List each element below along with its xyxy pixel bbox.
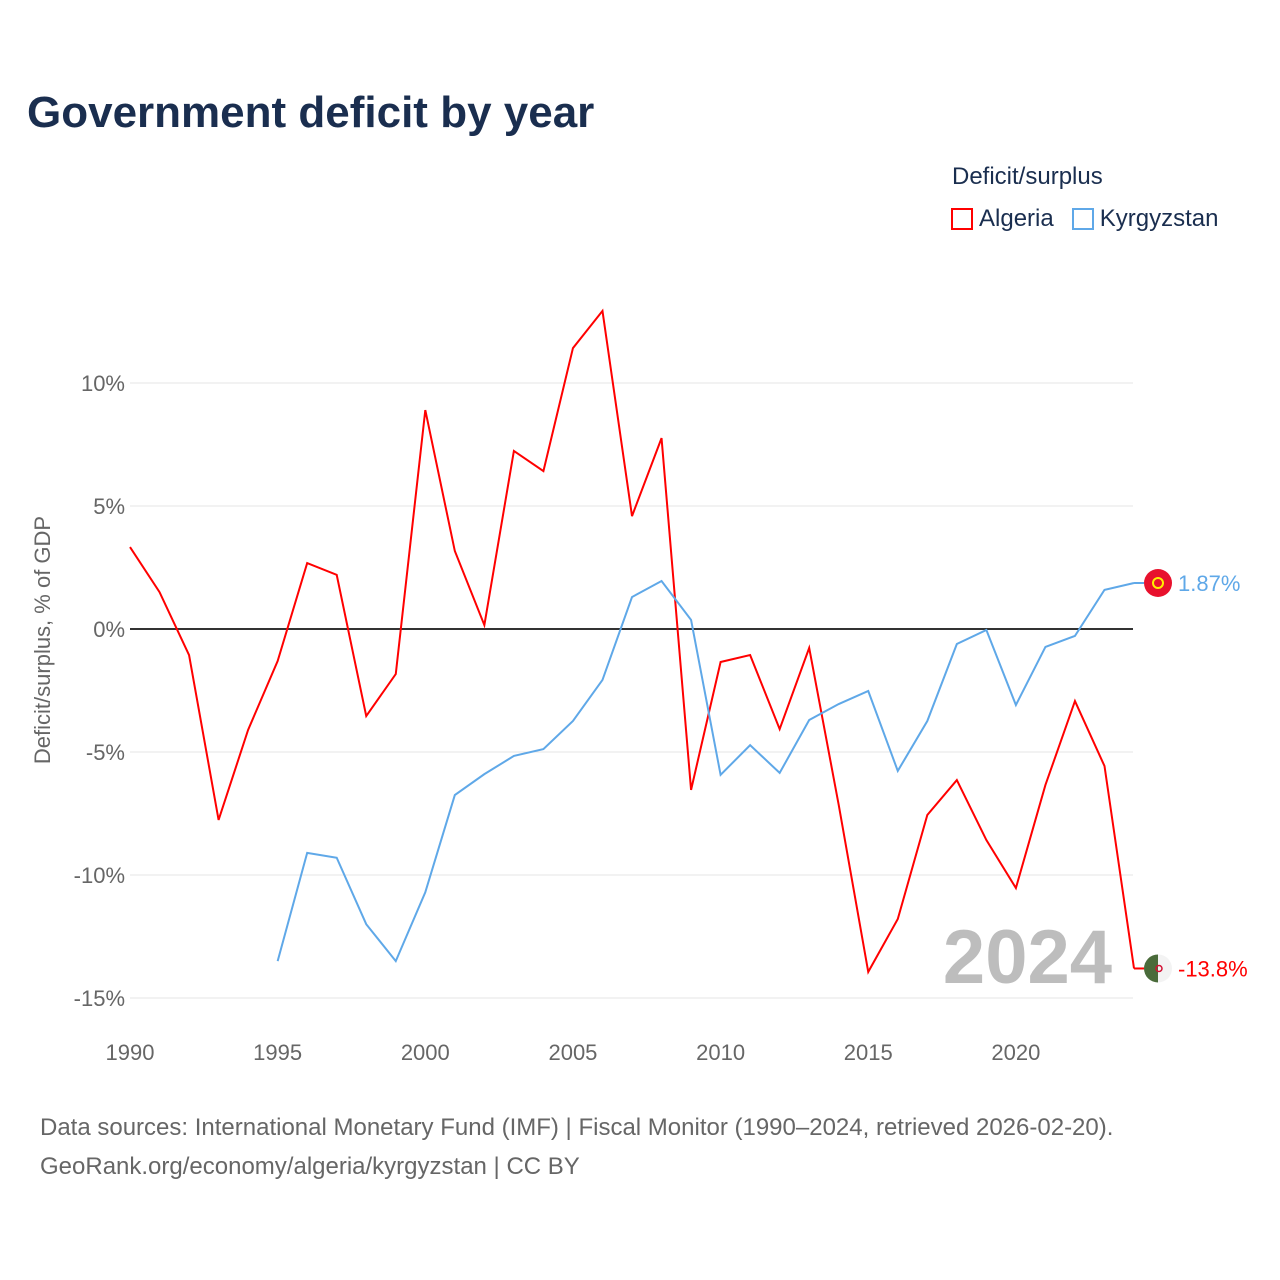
legend-title: Deficit/surplus: [952, 163, 1103, 190]
end-value-label: -13.8%: [1178, 956, 1248, 981]
legend-label: Algeria: [979, 205, 1054, 232]
chart-title: Government deficit by year: [27, 88, 595, 137]
y-axis-label: Deficit/surplus, % of GDP: [30, 516, 55, 764]
year-watermark: 2024: [943, 915, 1112, 1000]
data-source: Data sources: International Monetary Fun…: [40, 1114, 1114, 1141]
legend-item-algeria[interactable]: Algeria: [951, 205, 1054, 233]
legend-swatch-kyrgyzstan: [1071, 208, 1094, 230]
flag-kyrgyzstan-sun: [1152, 576, 1164, 589]
end-value-label: 1.87%: [1178, 571, 1240, 596]
legend: Algeria Kyrgyzstan: [951, 205, 1218, 233]
flag-algeria-crescent: [1155, 964, 1163, 973]
source-link[interactable]: GeoRank.org/economy/algeria/kyrgyzstan |…: [40, 1153, 580, 1180]
x-tick-label: 2020: [991, 1040, 1040, 1065]
x-tick-label: 2005: [548, 1040, 597, 1065]
footer: Data sources: International Monetary Fun…: [40, 1108, 1113, 1186]
y-tick-label: 5%: [93, 494, 125, 519]
y-tick-label: -15%: [74, 986, 125, 1011]
legend-label: Kyrgyzstan: [1099, 205, 1219, 232]
y-tick-label: -5%: [86, 740, 125, 765]
x-tick-label: 1995: [253, 1040, 302, 1065]
x-tick-label: 1990: [106, 1040, 155, 1065]
series-line-kyrgyzstan: [276, 579, 1135, 964]
legend-item-kyrgyzstan[interactable]: Kyrgyzstan: [1071, 205, 1219, 233]
x-tick-label: 2010: [696, 1040, 745, 1065]
y-tick-label: -10%: [74, 863, 125, 888]
flag-kyrgyzstan-icon: [1144, 568, 1172, 597]
flag-algeria-green: [1144, 954, 1158, 983]
legend-swatch-algeria: [951, 208, 973, 230]
x-tick-label: 2015: [844, 1040, 893, 1065]
y-tick-label: 0%: [93, 617, 125, 642]
series-line-algeria: [129, 308, 1136, 975]
y-tick-label: 10%: [81, 371, 125, 396]
x-tick-label: 2000: [401, 1040, 450, 1065]
